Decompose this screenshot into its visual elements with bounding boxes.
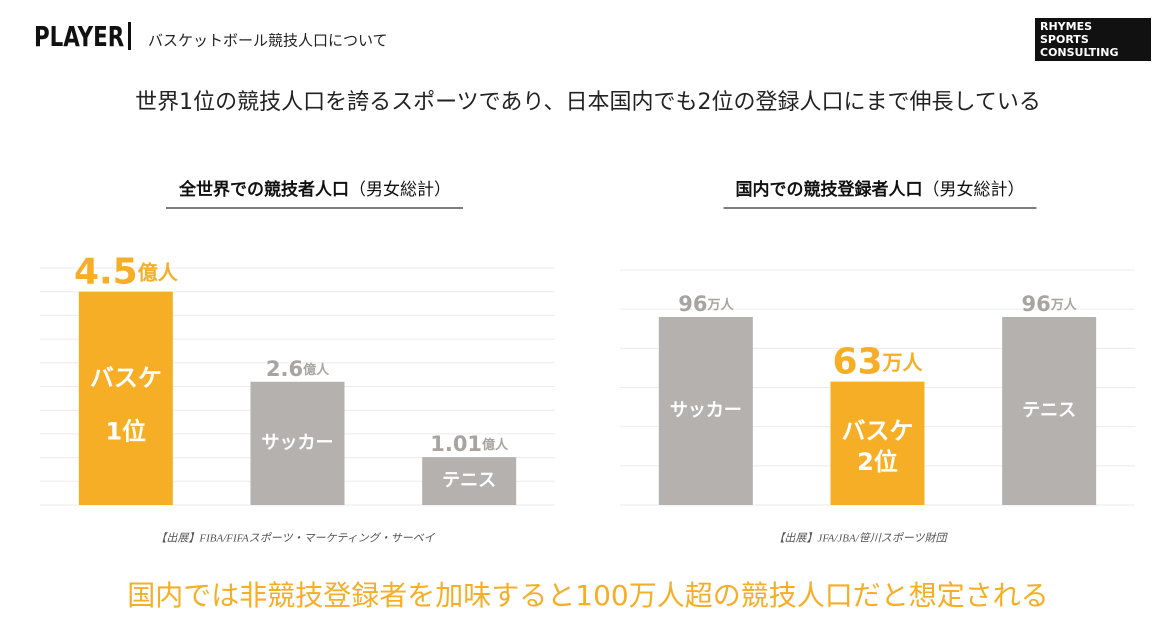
bar [78, 291, 173, 505]
value-number: 63 [832, 342, 882, 383]
value-number: 96 [678, 292, 707, 316]
chart-title: 全世界での競技者人口（男女総計） [178, 179, 451, 200]
value-unit: 万人 [882, 350, 924, 374]
bar-rank: 2位 [857, 448, 898, 476]
value-unit: 億人 [303, 361, 330, 377]
value-label: 96万人 [678, 292, 734, 316]
chart-title-note: （男女総計） [349, 180, 451, 200]
bar [422, 457, 517, 505]
chart-title: 国内での競技登録者人口（男女総計） [736, 179, 1025, 200]
subtitle: バスケットボール競技人口について [148, 32, 388, 50]
value-label: 2.6億人 [266, 357, 330, 381]
value-number: 4.5 [74, 252, 138, 293]
chart-source: 【出展】JFA/JBA/笹川スポーツ財団 [773, 532, 948, 545]
value-number: 1.01 [430, 432, 482, 456]
headline: 世界1位の競技人口を誇るスポーツであり、日本国内でも2位の登録人口にまで伸長して… [135, 90, 1041, 115]
chart-source: 【出展】FIBA/FIFAスポーツ・マーケティング・サーベイ [155, 532, 435, 545]
value-label: 1.01億人 [430, 432, 509, 456]
bar-category: サッカー [262, 432, 334, 453]
value-unit: 億人 [138, 260, 179, 284]
separator [128, 22, 131, 50]
value-number: 96 [1022, 292, 1051, 316]
value-unit: 億人 [482, 437, 509, 453]
logo-text: CONSULTING [1040, 46, 1119, 59]
value-label: 4.5億人 [74, 252, 179, 293]
chart-title-note: （男女総計） [923, 180, 1025, 200]
bar [830, 381, 925, 505]
bar [1002, 317, 1097, 505]
value-label: 96万人 [1022, 292, 1078, 316]
value-number: 2.6 [266, 357, 303, 381]
brand: PLAYER [34, 21, 124, 53]
chart-title-main: 国内での競技登録者人口 [736, 179, 923, 200]
bar [658, 317, 753, 505]
bar [250, 381, 345, 505]
bar-rank: 1位 [105, 417, 146, 445]
logo-box [1035, 18, 1151, 61]
bar-category: バスケ [842, 417, 914, 445]
value-label: 63万人 [832, 342, 923, 383]
value-unit: 万人 [706, 297, 734, 313]
chart-title-main: 全世界での競技者人口 [178, 179, 349, 200]
bar-category: サッカー [670, 400, 742, 421]
footer-message: 国内では非競技登録者を加味すると100万人超の競技人口だと想定される [127, 579, 1048, 612]
value-unit: 万人 [1050, 297, 1078, 313]
logo-text: SPORTS [1040, 33, 1089, 46]
bar-category: バスケ [90, 364, 162, 392]
bar-category: テニス [1022, 400, 1076, 421]
logo-text: RHYMES [1040, 20, 1092, 33]
bar-category: テニス [442, 470, 496, 491]
